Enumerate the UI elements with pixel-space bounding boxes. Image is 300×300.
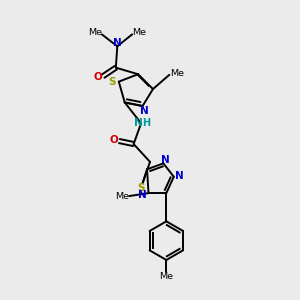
Text: Me: Me [88,28,102,37]
Text: O: O [109,135,118,145]
Text: N: N [113,38,122,48]
Text: S: S [137,183,145,193]
Text: Me: Me [115,192,129,201]
Text: Me: Me [159,272,173,281]
Text: Me: Me [132,28,146,37]
Text: Me: Me [170,69,184,78]
Text: H: H [142,118,151,128]
Text: O: O [93,73,102,82]
Text: N: N [175,171,184,181]
Text: N: N [161,155,170,165]
Text: S: S [109,76,116,87]
Text: N: N [134,118,142,128]
Text: N: N [140,106,148,116]
Text: N: N [138,190,147,200]
